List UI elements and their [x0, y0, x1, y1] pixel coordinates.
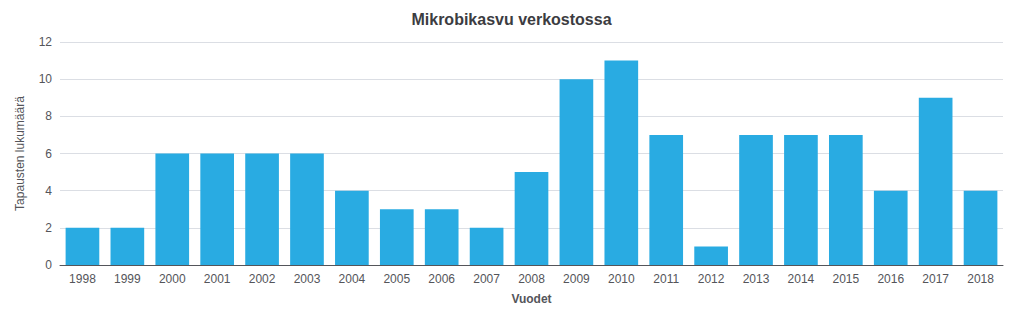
svg-text:10: 10 [39, 72, 53, 86]
svg-text:2005: 2005 [383, 272, 410, 286]
svg-text:2015: 2015 [832, 272, 859, 286]
svg-text:2007: 2007 [473, 272, 500, 286]
svg-text:2002: 2002 [249, 272, 276, 286]
svg-text:2012: 2012 [698, 272, 725, 286]
svg-text:2009: 2009 [563, 272, 590, 286]
svg-text:Vuodet: Vuodet [511, 292, 551, 306]
svg-text:2018: 2018 [967, 272, 994, 286]
svg-text:2001: 2001 [204, 272, 231, 286]
svg-text:2013: 2013 [743, 272, 770, 286]
svg-text:2004: 2004 [339, 272, 366, 286]
svg-text:Tapausten lukumäärä: Tapausten lukumäärä [13, 96, 27, 211]
svg-text:4: 4 [45, 184, 52, 198]
svg-text:Mikrobikasvu verkostossa: Mikrobikasvu verkostossa [411, 11, 611, 28]
svg-text:1999: 1999 [114, 272, 141, 286]
svg-text:2000: 2000 [159, 272, 186, 286]
svg-text:2008: 2008 [518, 272, 545, 286]
svg-text:0: 0 [45, 258, 52, 272]
svg-text:2006: 2006 [428, 272, 455, 286]
svg-text:2014: 2014 [788, 272, 815, 286]
svg-text:2: 2 [45, 221, 52, 235]
svg-text:2003: 2003 [294, 272, 321, 286]
svg-text:2016: 2016 [877, 272, 904, 286]
svg-text:2010: 2010 [608, 272, 635, 286]
svg-text:2017: 2017 [922, 272, 949, 286]
svg-text:8: 8 [45, 109, 52, 123]
svg-text:2011: 2011 [653, 272, 679, 286]
svg-text:12: 12 [39, 35, 53, 49]
svg-text:1998: 1998 [69, 272, 96, 286]
svg-text:6: 6 [45, 147, 52, 161]
